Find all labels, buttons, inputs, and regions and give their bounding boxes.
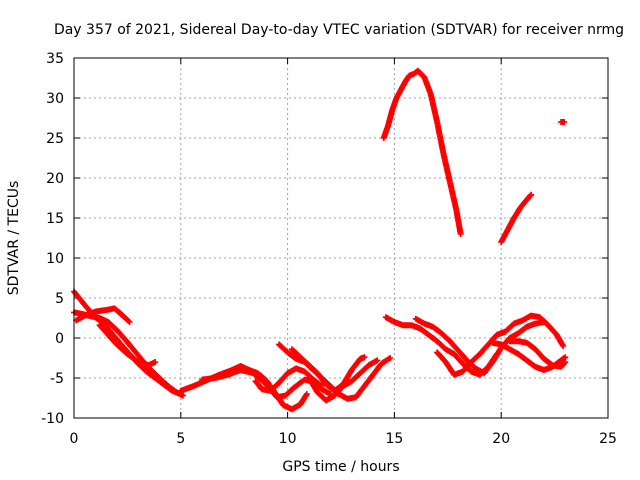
data-point: [318, 383, 325, 389]
data-point: [528, 191, 535, 198]
y-tick-label: 25: [46, 131, 64, 147]
data-points: [71, 67, 569, 413]
y-tick-label: 10: [46, 251, 64, 267]
series-track-16: [434, 312, 567, 378]
x-tick-label: 5: [176, 431, 185, 447]
x-axis-label: GPS time / hours: [282, 459, 399, 475]
series-track-13: [558, 119, 568, 125]
y-tick-label: 20: [46, 171, 64, 187]
x-tick-label: 15: [385, 431, 403, 447]
data-point: [527, 192, 534, 199]
series-track-18: [506, 338, 569, 370]
y-tick-label: 15: [46, 211, 64, 227]
data-point: [152, 359, 159, 365]
data-point: [126, 319, 133, 325]
y-tick-labels: -10 -5 0 5 10 15 20 25 30 35: [41, 51, 64, 427]
y-tick-label: 0: [55, 331, 64, 347]
x-tick-label: 20: [492, 431, 510, 447]
y-tick-label: -5: [50, 371, 64, 387]
series-track-11: [380, 67, 464, 237]
series-track-4: [96, 322, 159, 369]
series-track-9: [288, 346, 368, 394]
data-point: [457, 231, 464, 237]
x-tick-label: 0: [70, 431, 79, 447]
data-point: [125, 318, 132, 324]
y-axis-label: SDTVAR / TECUs: [6, 181, 22, 296]
data-point: [374, 357, 381, 364]
data-point: [179, 392, 186, 399]
data-point: [561, 119, 568, 125]
y-tick-label: -10: [41, 411, 64, 427]
data-point: [560, 343, 567, 349]
x-tick-labels: 0 5 10 15 20 25: [70, 431, 617, 447]
series-track-15: [412, 315, 547, 377]
x-tick-label: 25: [599, 431, 617, 447]
data-point: [303, 391, 310, 397]
x-tick-label: 10: [279, 431, 297, 447]
series-track-12: [498, 191, 535, 245]
series-track-14: [382, 314, 500, 378]
y-tick-label: 30: [46, 91, 64, 107]
data-point: [361, 354, 368, 361]
y-tick-label: 35: [46, 51, 64, 67]
data-point: [387, 355, 394, 361]
chart-title: Day 357 of 2021, Sidereal Day-to-day VTE…: [54, 22, 624, 38]
y-tick-label: 5: [55, 291, 64, 307]
grid-lines: [74, 58, 608, 418]
series-track-10: [305, 357, 381, 404]
data-point: [562, 359, 569, 365]
data-point: [561, 359, 568, 366]
plot-frame: [73, 57, 609, 419]
series-track-3: [73, 305, 133, 325]
